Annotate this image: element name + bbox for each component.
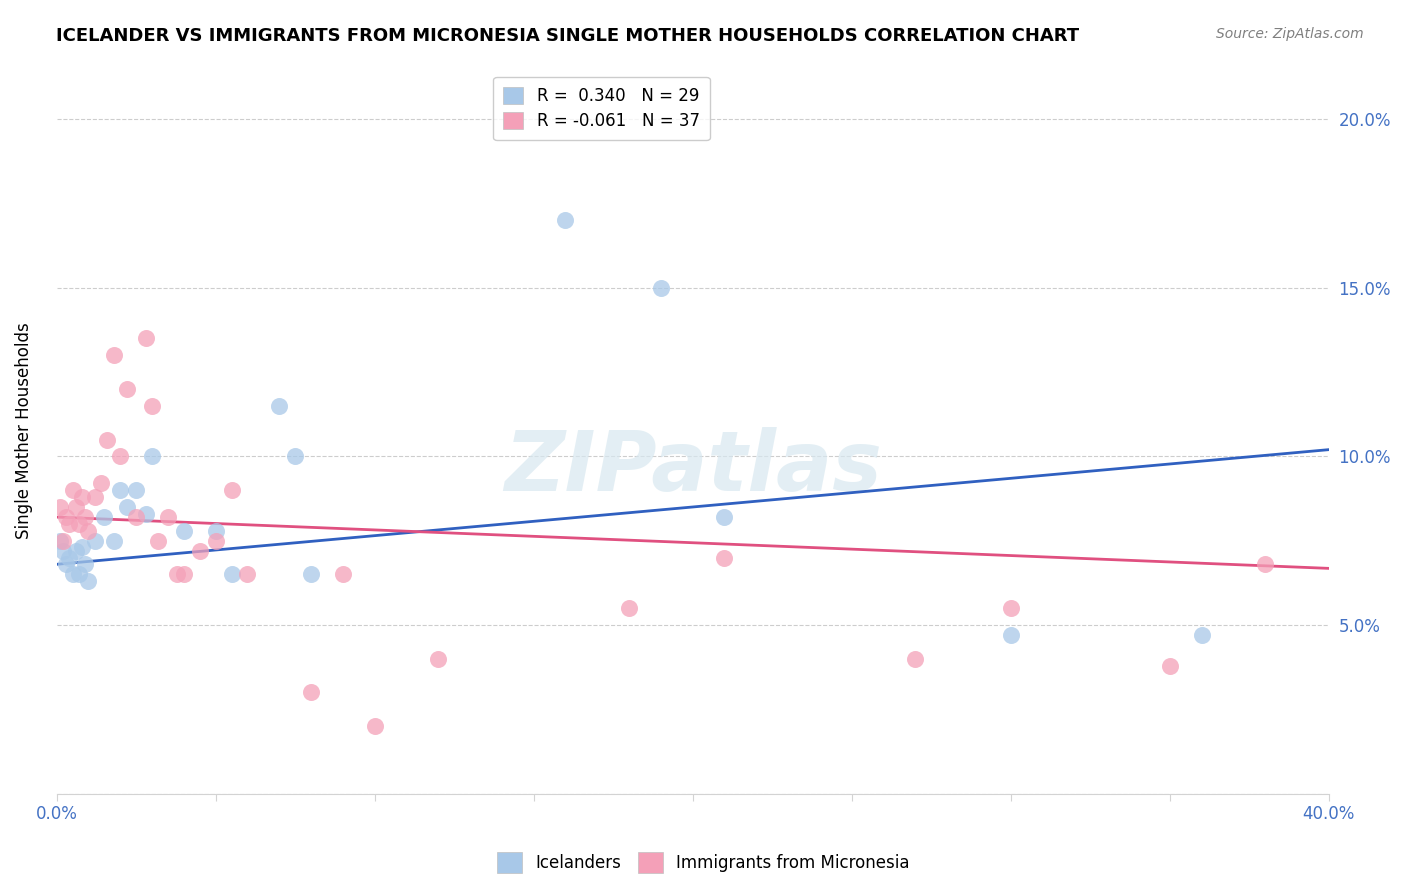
Point	[284, 450, 307, 464]
Point	[75, 558, 97, 572]
Point	[70, 490, 93, 504]
Point	[299, 685, 322, 699]
Text: ZIPatlas: ZIPatlas	[503, 427, 882, 508]
Point	[115, 500, 138, 514]
Point	[83, 533, 105, 548]
Point	[363, 719, 385, 733]
Point	[135, 507, 157, 521]
Point	[156, 510, 179, 524]
Point	[713, 510, 735, 524]
Point	[554, 213, 576, 227]
Point	[49, 533, 72, 548]
Point	[62, 483, 84, 497]
Point	[1254, 558, 1277, 572]
Point	[427, 652, 450, 666]
Text: Source: ZipAtlas.com: Source: ZipAtlas.com	[1216, 27, 1364, 41]
Point	[110, 450, 132, 464]
Y-axis label: Single Mother Households: Single Mother Households	[15, 323, 32, 540]
Point	[204, 524, 226, 538]
Point	[77, 524, 100, 538]
Point	[650, 281, 672, 295]
Point	[52, 544, 75, 558]
Point	[166, 567, 188, 582]
Point	[77, 574, 100, 589]
Point	[58, 516, 80, 531]
Point	[65, 544, 87, 558]
Point	[1191, 628, 1213, 642]
Point	[904, 652, 927, 666]
Point	[204, 533, 226, 548]
Point	[221, 567, 243, 582]
Point	[58, 550, 80, 565]
Point	[617, 601, 640, 615]
Point	[148, 533, 170, 548]
Point	[103, 533, 125, 548]
Point	[65, 500, 87, 514]
Point	[141, 399, 163, 413]
Point	[1000, 628, 1022, 642]
Point	[49, 500, 72, 514]
Point	[90, 476, 112, 491]
Point	[75, 510, 97, 524]
Text: ICELANDER VS IMMIGRANTS FROM MICRONESIA SINGLE MOTHER HOUSEHOLDS CORRELATION CHA: ICELANDER VS IMMIGRANTS FROM MICRONESIA …	[56, 27, 1080, 45]
Point	[713, 550, 735, 565]
Point	[236, 567, 259, 582]
Point	[83, 490, 105, 504]
Legend: Icelanders, Immigrants from Micronesia: Icelanders, Immigrants from Micronesia	[489, 846, 917, 880]
Point	[103, 348, 125, 362]
Point	[55, 558, 77, 572]
Point	[67, 567, 90, 582]
Point	[173, 567, 195, 582]
Point	[299, 567, 322, 582]
Point	[269, 399, 291, 413]
Legend: R =  0.340   N = 29, R = -0.061   N = 37: R = 0.340 N = 29, R = -0.061 N = 37	[494, 77, 710, 140]
Point	[96, 433, 118, 447]
Point	[67, 516, 90, 531]
Point	[1000, 601, 1022, 615]
Point	[221, 483, 243, 497]
Point	[173, 524, 195, 538]
Point	[332, 567, 354, 582]
Point	[188, 544, 211, 558]
Point	[135, 331, 157, 345]
Point	[115, 382, 138, 396]
Point	[62, 567, 84, 582]
Point	[125, 510, 148, 524]
Point	[93, 510, 115, 524]
Point	[141, 450, 163, 464]
Point	[110, 483, 132, 497]
Point	[52, 533, 75, 548]
Point	[70, 541, 93, 555]
Point	[125, 483, 148, 497]
Point	[1159, 658, 1181, 673]
Point	[55, 510, 77, 524]
